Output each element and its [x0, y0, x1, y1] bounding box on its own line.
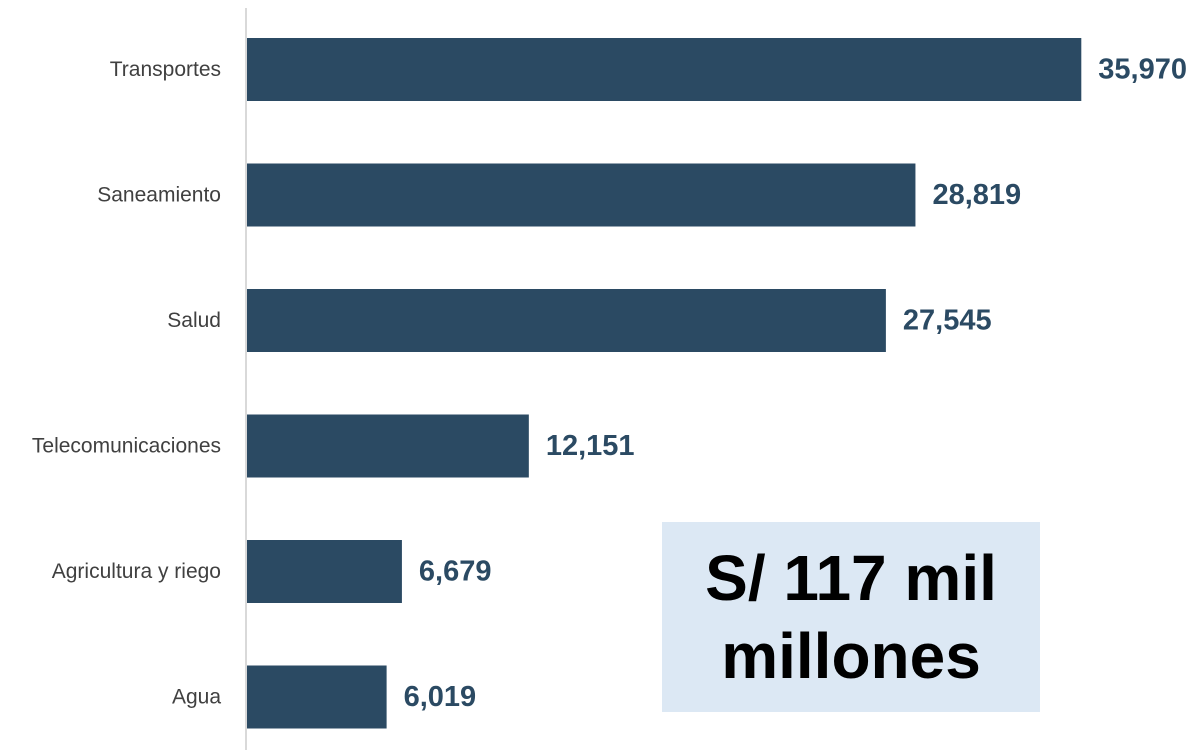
- bar-salud: [247, 289, 886, 352]
- bar-transportes: [247, 38, 1082, 101]
- category-label-telecomunicaciones: Telecomunicaciones: [32, 435, 221, 458]
- value-labels-group: 35,970 28,819 27,545 12,151 6,679 6,019: [404, 54, 1187, 714]
- value-label-agricultura-y-riego: 6,679: [419, 556, 492, 588]
- category-label-agricultura-y-riego: Agricultura y riego: [52, 560, 221, 583]
- total-amount-box: S/ 117 mil millones: [662, 522, 1040, 712]
- category-labels-group: Transportes Saneamiento Salud Telecomunicac…: [32, 58, 221, 709]
- value-label-transportes: 35,970: [1098, 54, 1187, 86]
- category-label-saneamiento: Saneamiento: [97, 184, 221, 207]
- total-amount-line-1: S/ 117 mil: [705, 542, 997, 614]
- bar-telecomunicaciones: [247, 414, 529, 478]
- value-label-telecomunicaciones: 12,151: [546, 430, 635, 462]
- value-label-agua: 6,019: [404, 681, 477, 713]
- total-amount-line-2: millones: [721, 620, 981, 692]
- bar-agricultura-y-riego: [247, 540, 402, 603]
- category-label-salud: Salud: [167, 309, 221, 332]
- bar-saneamiento: [247, 163, 916, 227]
- bars-group: [247, 38, 1082, 729]
- value-label-saneamiento: 28,819: [932, 179, 1021, 211]
- value-label-salud: 27,545: [903, 305, 992, 337]
- category-label-agua: Agua: [172, 686, 221, 709]
- bar-agua: [247, 665, 387, 729]
- category-label-transportes: Transportes: [110, 58, 221, 81]
